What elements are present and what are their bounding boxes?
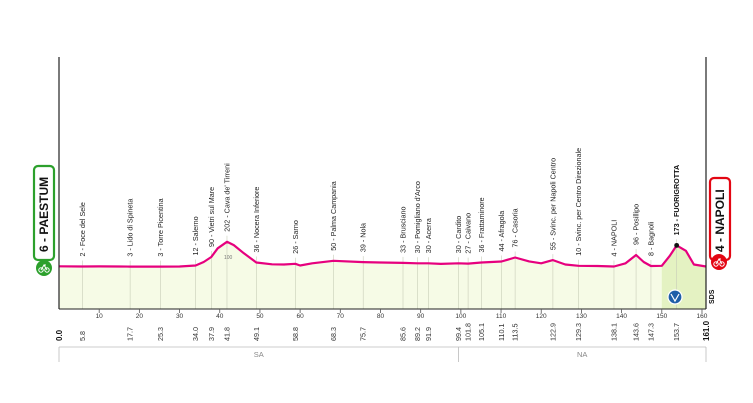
waypoint-label: 3 - Torre Picentina: [156, 198, 165, 256]
sds-label: SDS: [709, 289, 716, 304]
start-label: 6 - PAESTUM: [37, 177, 51, 252]
waypoint-label: 44 - Afragola: [497, 211, 506, 252]
waypoint-km: 5.8: [78, 331, 87, 341]
waypoint-label: 39 - Nola: [359, 223, 368, 252]
final-km-icon: [667, 289, 683, 305]
x-tick-label: 140: [616, 313, 627, 320]
waypoint-km: 153.7: [672, 323, 681, 341]
x-tick-label: 70: [337, 313, 345, 320]
waypoint-km: 49.1: [252, 327, 261, 341]
waypoint-label: 33 - Brusciano: [398, 207, 407, 253]
waypoint-label: 50 - Palma Campania: [329, 181, 338, 251]
waypoint-km: 89.2: [413, 327, 422, 341]
x-tick-label: 20: [136, 313, 144, 320]
x-tick-label: 30: [176, 313, 184, 320]
waypoint-km: 68.3: [329, 327, 338, 341]
waypoint-label: 30 - Acerra: [424, 218, 433, 253]
waypoint-km: 37.9: [207, 327, 216, 341]
start-marker: 6 - PAESTUM: [32, 164, 56, 276]
elevation-label: 100: [224, 255, 233, 261]
province-label: SA: [254, 350, 264, 359]
finish-bike-icon: [711, 254, 727, 270]
waypoint-km: 147.3: [646, 323, 655, 341]
waypoint-label: 27 - Caivano: [464, 213, 473, 254]
waypoint-km: 110.1: [497, 324, 506, 341]
waypoint-label: 36 - Frattaminore: [477, 197, 486, 252]
x-tick-label: 80: [377, 313, 385, 320]
waypoint-label: 96 - Posillipo: [632, 204, 641, 245]
waypoint-label: 3 - Lido di Spineta: [126, 199, 135, 257]
waypoint-km: 34.0: [191, 327, 200, 341]
waypoint-km: 85.6: [398, 327, 407, 341]
waypoint-km: 105.1: [477, 323, 486, 341]
province-label: NA: [577, 350, 587, 359]
x-tick-label: 110: [496, 313, 507, 320]
axis-layer: 10 20 30 40 50 60 70 80 90 100 110 120 130 140 150 160: [58, 57, 708, 362]
x-tick-label: 90: [417, 313, 425, 320]
summit-dot: [674, 242, 680, 248]
label-layer: 2 - Foce del Sele 5.8 3 - Lido di Spineta 1…: [55, 148, 711, 359]
finish-km: 161.0: [702, 320, 711, 341]
waypoint-label: 173 - FUORIGROTTA: [672, 165, 681, 236]
start-bike-icon: [36, 260, 52, 276]
x-tick-label: 40: [216, 313, 224, 320]
waypoint-km: 25.3: [156, 327, 165, 341]
waypoint-km: 17.7: [126, 327, 135, 341]
waypoint-label: 2 - Foce del Sele: [78, 202, 87, 256]
waypoint-label: 36 - Nocera Inferiore: [252, 187, 261, 253]
waypoint-label: 30 - Cardito: [454, 216, 463, 254]
x-tick-label: 150: [656, 313, 667, 320]
x-tick-label: 10: [96, 313, 104, 320]
waypoint-km: 99.4: [454, 327, 463, 341]
waypoint-label: 8 - Bagnoli: [646, 221, 655, 256]
waypoint-label: 10 - Svinc. per Centro Direzionale: [574, 148, 583, 256]
x-tick-label: 50: [256, 313, 264, 320]
waypoint-km: 143.6: [632, 323, 641, 341]
x-tick-label: 160: [697, 313, 708, 320]
finish-marker: 4 - NAPOLI: [708, 176, 732, 270]
waypoint-label: 26 - Sarno: [291, 220, 300, 254]
waypoint-label: 12 - Salerno: [191, 216, 200, 255]
waypoint-km: 122.9: [548, 323, 557, 341]
waypoint-km: 113.5: [511, 324, 520, 341]
waypoint-km: 91.9: [424, 327, 433, 341]
finish-label: 4 - NAPOLI: [713, 189, 727, 252]
waypoint-km: 101.8: [464, 323, 473, 341]
waypoint-km: 129.3: [574, 323, 583, 341]
waypoint-label: 202 - Cava de' Tirreni: [222, 163, 231, 232]
start-km: 0.0: [55, 329, 64, 341]
waypoint-km: 58.8: [291, 327, 300, 341]
x-tick-label: 60: [297, 313, 305, 320]
profile-line-layer: [58, 240, 707, 268]
waypoint-label: 55 - Svinc. per Napoli Centro: [548, 158, 557, 250]
waypoint-label: 76 - Casoria: [511, 208, 520, 247]
waypoint-guides: [82, 235, 677, 309]
waypoint-label: 30 - Pomigliano d'Arco: [413, 181, 422, 253]
waypoint-label: 4 - NAPOLI: [609, 220, 618, 257]
profile-area: [59, 241, 706, 309]
waypoint-km: 75.7: [359, 327, 368, 341]
x-tick-label: 130: [576, 313, 587, 320]
profile-line: [58, 240, 707, 268]
waypoint-km: 41.8: [222, 327, 231, 341]
x-tick-label: 100: [455, 313, 466, 320]
x-tick-label: 120: [536, 313, 547, 320]
waypoint-km: 138.1: [609, 323, 618, 341]
waypoint-label: 90 - Vietri sul Mare: [207, 187, 216, 247]
